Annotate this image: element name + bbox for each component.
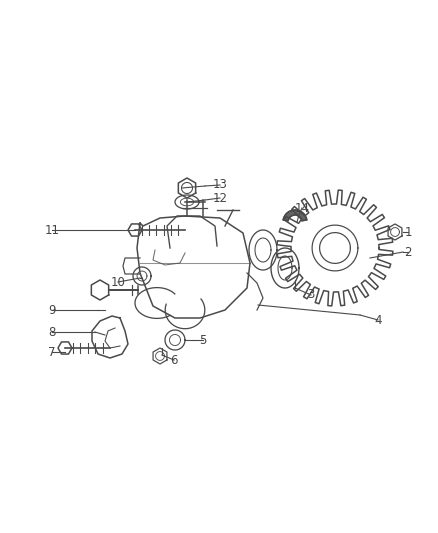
Text: 5: 5 (199, 334, 207, 346)
Text: 14: 14 (294, 201, 310, 214)
Polygon shape (283, 210, 307, 221)
Text: 7: 7 (48, 345, 56, 359)
Text: 11: 11 (45, 223, 60, 237)
Text: 1: 1 (404, 225, 412, 238)
Text: 2: 2 (404, 246, 412, 259)
Text: 12: 12 (212, 191, 227, 205)
Text: 8: 8 (48, 326, 56, 338)
Text: 13: 13 (212, 179, 227, 191)
Text: 4: 4 (374, 313, 382, 327)
Text: 3: 3 (307, 288, 314, 302)
Text: 10: 10 (110, 276, 125, 288)
Text: 9: 9 (48, 303, 56, 317)
Text: 6: 6 (170, 353, 178, 367)
